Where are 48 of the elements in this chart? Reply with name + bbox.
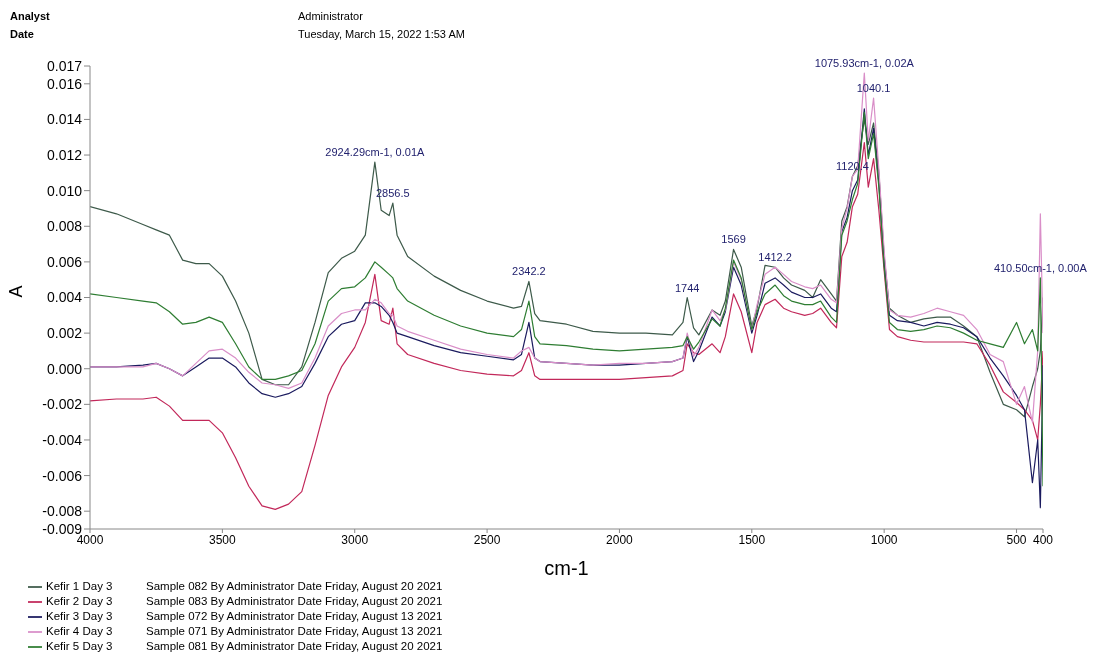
y-tick-label: -0.009 [42,520,83,537]
y-tick-label: 0.004 [46,289,83,306]
y-tick-label: 0.012 [46,147,83,164]
text: Administrator [298,10,363,22]
legend-label: Kefir 2 Day 3 [46,594,114,609]
annotation: 2342.2 [512,265,546,278]
y-tick-label: 0.010 [46,182,83,199]
y-tick-label: -0.004 [42,431,83,448]
text: Tuesday, March 15, 2022 1:53 AM [298,28,465,40]
y-tick-label: 0.014 [46,111,83,128]
text: Sample 082 By Administrator Date Friday, August 20 2021 [146,580,443,592]
x-tick-label: 2500 [473,532,501,547]
annotation: 2924.29cm-1, 0.01A [325,146,426,159]
text: Sample 081 By Administrator Date Friday, August 20 2021 [146,640,443,652]
annotation: 1040.1 [856,82,891,95]
y-tick-label: 0.006 [46,253,83,270]
x-tick-label: 3000 [341,532,369,547]
text: Sample 083 By Administrator Date Friday, August 20 2021 [146,595,443,607]
y-tick-label: 0.000 [46,360,83,377]
x-tick-label: 400 [1032,532,1054,547]
annotation: 1075.93cm-1, 0.02A [814,57,915,70]
y-tick-label: 0.008 [46,218,83,235]
annotation: 1569 [721,233,746,246]
y-tick-label: 0.002 [46,325,83,342]
annotation: 410.50cm-1, 0.00A [993,261,1088,274]
y-tick-label: 0.017 [46,57,83,74]
x-tick-label: 3500 [209,532,237,547]
legend-label: Kefir 4 Day 3 [46,624,114,639]
y-tick-label: -0.002 [42,396,83,413]
text: Date [10,28,34,40]
x-tick-label: 1000 [870,532,898,547]
text: Sample 071 By Administrator Date Friday, August 13 2021 [146,625,443,637]
legend-label: Kefir 1 Day 3 [46,579,114,594]
text: Analyst [10,10,50,22]
x-axis-title: cm-1 [544,557,589,579]
x-tick-label: 500 [1006,532,1027,547]
annotation: 2856.5 [376,187,410,200]
x-tick-label: 2000 [606,532,634,547]
legend-label: Kefir 3 Day 3 [46,609,114,624]
y-tick-label: -0.006 [42,467,83,484]
y-tick-label: 0.016 [46,75,83,92]
y-axis-title: A [6,285,27,298]
x-tick-label: 1500 [738,532,766,547]
annotation: 1744 [674,281,700,294]
annotation: 1412.2 [758,251,792,264]
text: Sample 072 By Administrator Date Friday, August 13 2021 [146,610,443,622]
y-tick-label: -0.008 [42,503,83,520]
legend-label: Kefir 5 Day 3 [46,639,114,654]
